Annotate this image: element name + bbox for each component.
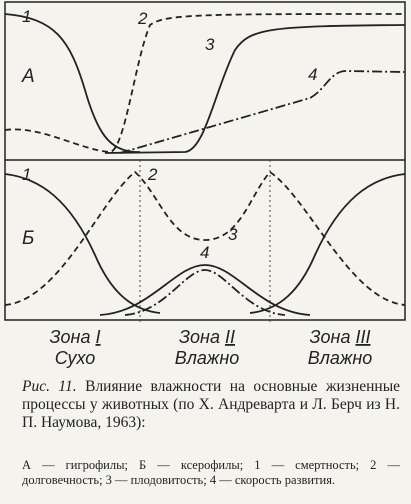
curve-3	[104, 24, 406, 154]
zone-condition: Влажно	[308, 348, 372, 368]
curve-1	[249, 173, 406, 314]
curve-label: 2	[147, 165, 158, 184]
curve-label: 3	[228, 225, 238, 244]
curve-label: 2	[137, 9, 148, 28]
legend: А — гигрофилы; Б — ксерофилы; 1 — смертн…	[22, 458, 400, 487]
zone-numeral: II	[225, 327, 235, 347]
curve-label: 3	[205, 35, 215, 54]
curve-4	[119, 70, 406, 154]
curve-label: 4	[308, 65, 317, 84]
panel-label: Б	[22, 228, 34, 249]
curve-1	[4, 173, 161, 314]
zone-word: Зона	[179, 327, 220, 347]
zone-condition: Сухо	[55, 348, 96, 368]
zone-condition: Влажно	[175, 348, 239, 368]
caption: Рис. 11. Влияние влажности на основные ж…	[22, 378, 400, 432]
panel-label: А	[21, 66, 35, 87]
curve-3	[99, 264, 311, 316]
figure-number: Рис. 11.	[22, 378, 77, 395]
curve-1	[4, 13, 140, 153]
frame	[4, 1, 406, 321]
zone-title: Зона III	[309, 327, 370, 347]
zone-word: Зона	[49, 327, 90, 347]
curve-2	[4, 170, 406, 306]
caption-text: Влияние влажности на основные жизненные …	[22, 378, 401, 431]
zone-numeral: I	[95, 327, 100, 347]
curve-label: 1	[22, 165, 31, 184]
zone-title: Зона II	[179, 327, 235, 347]
zone-word: Зона	[309, 327, 350, 347]
zone-numeral: III	[355, 327, 370, 347]
curve-label: 4	[200, 243, 209, 262]
curve-label: 1	[22, 7, 31, 26]
zone-title: Зона I	[49, 327, 100, 347]
curve-4	[124, 269, 286, 316]
